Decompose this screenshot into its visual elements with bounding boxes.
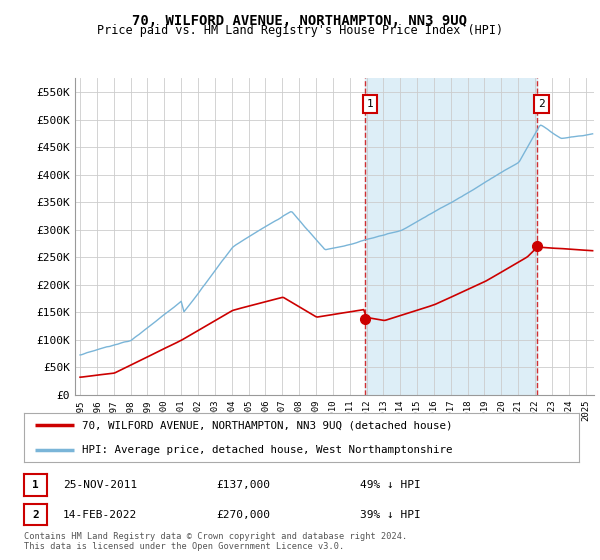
Bar	[365, 78, 537, 395]
Text: HPI: Average price, detached house, West Northamptonshire: HPI: Average price, detached house, West…	[82, 445, 453, 455]
Text: 1: 1	[367, 99, 373, 109]
Text: 1: 1	[32, 480, 39, 490]
Text: £270,000: £270,000	[216, 510, 270, 520]
Text: 70, WILFORD AVENUE, NORTHAMPTON, NN3 9UQ (detached house): 70, WILFORD AVENUE, NORTHAMPTON, NN3 9UQ…	[82, 420, 453, 430]
Text: 70, WILFORD AVENUE, NORTHAMPTON, NN3 9UQ: 70, WILFORD AVENUE, NORTHAMPTON, NN3 9UQ	[133, 14, 467, 28]
Text: 39% ↓ HPI: 39% ↓ HPI	[360, 510, 421, 520]
Text: 25-NOV-2011: 25-NOV-2011	[63, 480, 137, 490]
Text: £137,000: £137,000	[216, 480, 270, 490]
Text: Contains HM Land Registry data © Crown copyright and database right 2024.
This d: Contains HM Land Registry data © Crown c…	[24, 532, 407, 552]
Text: 14-FEB-2022: 14-FEB-2022	[63, 510, 137, 520]
Text: Price paid vs. HM Land Registry's House Price Index (HPI): Price paid vs. HM Land Registry's House …	[97, 24, 503, 37]
Text: 2: 2	[32, 510, 39, 520]
Text: 2: 2	[538, 99, 545, 109]
Text: 49% ↓ HPI: 49% ↓ HPI	[360, 480, 421, 490]
